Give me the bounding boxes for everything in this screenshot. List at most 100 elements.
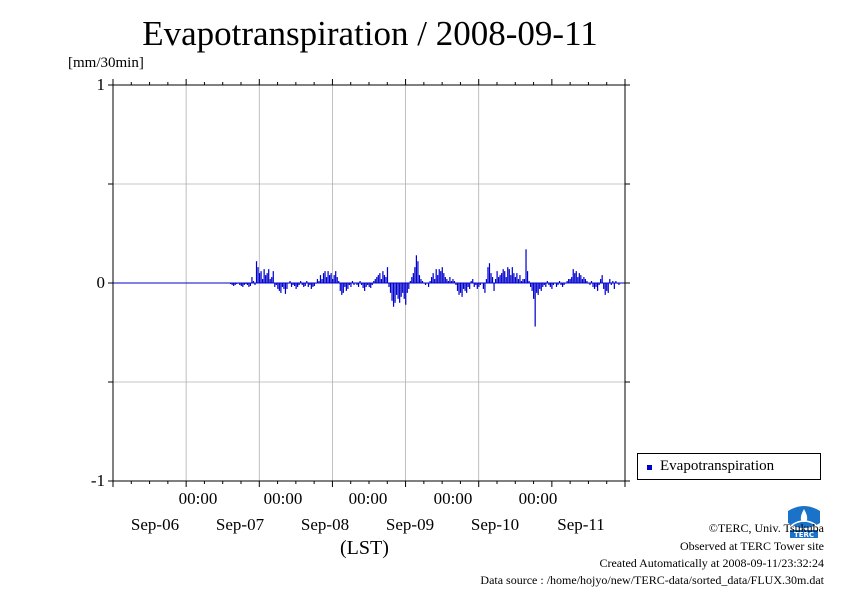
bar	[531, 283, 533, 291]
bar	[252, 281, 255, 283]
bar	[293, 283, 296, 286]
bar	[606, 283, 608, 291]
bar	[528, 281, 530, 283]
bar	[338, 281, 340, 283]
bar	[609, 279, 611, 283]
bar	[249, 283, 252, 286]
bar	[350, 283, 352, 287]
bar	[458, 283, 460, 295]
bar	[526, 271, 529, 283]
bar	[243, 283, 245, 285]
bar	[580, 275, 582, 283]
bar	[517, 279, 520, 283]
bar	[466, 283, 468, 293]
x-date-label: Sep-06	[130, 515, 180, 534]
source-text: Data source : /home/hojyo/new/TERC-data/…	[480, 573, 824, 587]
x-date-label: Sep-07	[215, 515, 265, 534]
bar	[498, 277, 500, 283]
bar	[304, 283, 306, 286]
bar	[277, 283, 279, 289]
bar	[399, 283, 401, 303]
bar	[563, 283, 565, 285]
bar	[367, 283, 369, 285]
bar	[574, 273, 576, 283]
bar	[290, 283, 293, 287]
x-date-label: Sep-08	[300, 515, 350, 534]
bar	[406, 283, 408, 293]
bar	[586, 281, 588, 283]
bar	[351, 281, 354, 283]
bar	[446, 279, 448, 283]
bar	[414, 267, 416, 283]
bar	[590, 281, 593, 283]
bar	[494, 279, 497, 283]
bar	[386, 267, 389, 283]
bar	[301, 283, 303, 285]
bar	[246, 283, 248, 285]
bar	[610, 283, 612, 285]
bar	[303, 283, 305, 287]
legend-label: Evapotranspiration	[660, 458, 775, 474]
bar	[335, 271, 337, 283]
bar	[280, 283, 282, 293]
bar	[322, 273, 325, 283]
bar	[397, 283, 399, 299]
bar	[274, 283, 276, 287]
y-axis-unit: [mm/30min]	[68, 55, 144, 71]
bar	[571, 277, 573, 283]
bar	[539, 283, 541, 289]
bar	[601, 275, 603, 283]
bar	[362, 283, 364, 288]
bar	[584, 279, 587, 283]
bar	[316, 279, 319, 283]
bar	[598, 283, 600, 285]
bar	[330, 273, 332, 283]
bar	[400, 283, 402, 297]
bar	[593, 283, 596, 289]
bar	[424, 283, 427, 285]
bar	[514, 277, 516, 283]
bar	[251, 277, 253, 283]
bar	[353, 283, 355, 285]
bar	[437, 275, 439, 283]
bar	[479, 283, 481, 285]
x-date-label: Sep-09	[385, 515, 435, 534]
bar	[478, 283, 480, 287]
bar	[490, 273, 492, 283]
bar	[482, 283, 484, 289]
bar	[265, 275, 267, 283]
bar	[440, 271, 442, 283]
bar	[505, 277, 507, 283]
bar	[467, 283, 469, 287]
bar	[583, 277, 585, 283]
bar	[395, 283, 398, 295]
bar	[307, 283, 309, 287]
bar	[389, 283, 392, 293]
bar	[464, 283, 466, 291]
bar	[537, 283, 539, 295]
bar	[269, 279, 271, 283]
bar	[364, 283, 366, 291]
bar	[453, 281, 456, 283]
bar	[516, 273, 518, 283]
bar	[298, 283, 300, 285]
bar	[444, 277, 446, 283]
legend-swatch	[647, 465, 652, 470]
bar	[450, 281, 453, 283]
y-tick-label-zero: 0	[96, 273, 106, 292]
bar	[456, 283, 459, 291]
bar	[529, 283, 532, 287]
bar	[502, 269, 504, 283]
bar	[508, 269, 510, 283]
bar	[408, 283, 410, 289]
bar	[266, 273, 268, 283]
bar	[485, 279, 488, 283]
bar	[520, 281, 523, 283]
bar	[332, 279, 334, 283]
bar	[462, 283, 465, 289]
bar	[292, 283, 294, 285]
bar	[321, 279, 323, 283]
bar	[507, 267, 509, 283]
bar	[374, 279, 376, 283]
bar	[336, 277, 338, 283]
